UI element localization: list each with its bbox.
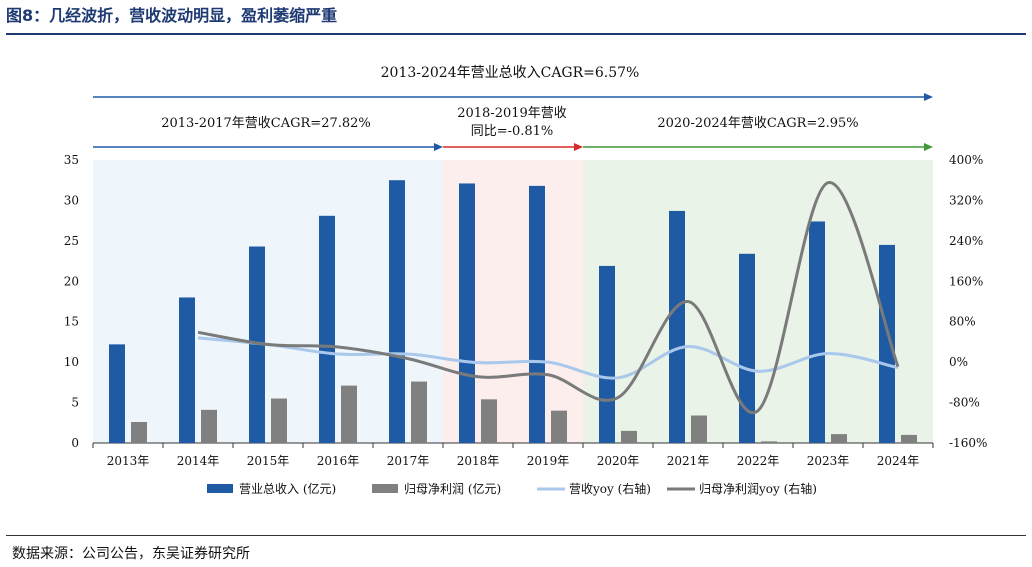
bars	[109, 180, 917, 444]
profit-bar	[691, 415, 707, 443]
x-tick-label: 2016年	[317, 454, 360, 468]
revenue-bar	[459, 183, 475, 443]
y-left-tick-label: 20	[64, 274, 79, 288]
x-tick-label: 2020年	[597, 454, 640, 468]
y-left-tick-label: 30	[64, 193, 79, 207]
legend-revenue-yoy-label: 营收yoy (右轴)	[569, 481, 651, 496]
y-left-tick-label: 0	[71, 436, 79, 450]
arrow-phase1-head	[434, 143, 443, 151]
annotation-phase2-line2: 同比=-0.81%	[471, 124, 554, 139]
profit-bar	[481, 399, 497, 443]
profit-bar	[901, 434, 917, 443]
phase-arrows	[93, 93, 933, 151]
arrow-phase2-head	[574, 143, 583, 151]
y-right-tick-label: 240%	[949, 234, 983, 248]
x-tick-label: 2018年	[457, 454, 500, 468]
profit-bar	[271, 398, 287, 443]
revenue-bar	[109, 344, 125, 443]
annotation-phase2-line1: 2018-2019年营收	[457, 106, 567, 121]
annotation-phase3-cagr: 2020-2024年营收CAGR=2.95%	[657, 116, 858, 131]
revenue-bar	[669, 210, 685, 443]
revenue-bar	[739, 253, 755, 443]
revenue-bar	[319, 215, 335, 443]
phase-bands	[93, 160, 933, 443]
y-left-tick-label: 25	[64, 234, 79, 248]
source-note: 数据来源：公司公告，东吴证券研究所	[12, 546, 250, 562]
revenue-bar	[599, 265, 615, 443]
y-left-tick-label: 10	[64, 355, 79, 369]
profit-bar	[201, 409, 217, 443]
y-right-tick-label: 320%	[949, 193, 983, 207]
y-right-tick-label: -80%	[949, 396, 980, 410]
y-right-tick-label: 0%	[949, 355, 968, 369]
x-tick-label: 2013年	[107, 454, 150, 468]
y-right-tick-label: -160%	[949, 436, 987, 450]
legend-revenue-swatch	[207, 484, 233, 493]
legend: 营业总收入 (亿元) 归母净利润 (亿元) 营收yoy (右轴) 归母净利润yoy (…	[207, 481, 817, 496]
y-left-tick-label: 35	[64, 153, 79, 167]
x-tick-label: 2017年	[387, 454, 430, 468]
legend-revenue-label: 营业总收入 (亿元)	[239, 481, 336, 496]
profit-bar	[341, 385, 357, 443]
profit-bar	[131, 421, 147, 443]
x-tick-label: 2024年	[877, 454, 920, 468]
profit-bar	[831, 434, 847, 443]
profit-bar	[761, 441, 777, 443]
profit-yoy-line	[197, 181, 900, 415]
x-tick-label: 2022年	[737, 454, 780, 468]
arrow-total-head	[924, 93, 933, 101]
revenue-bar	[179, 297, 195, 443]
x-tick-label: 2019年	[527, 454, 570, 468]
axes: 2013年 2014年 2015年 2016年 2017年 2018年 2019年 2020年…	[64, 153, 988, 468]
revenue-bar	[529, 185, 545, 444]
profit-bar	[551, 410, 567, 443]
annotation-phase1-cagr: 2013-2017年营收CAGR=27.82%	[161, 116, 371, 131]
y-right-tick-label: 160%	[949, 274, 983, 288]
revenue-bar	[879, 244, 895, 443]
x-tick-label: 2015年	[247, 454, 290, 468]
title-rule	[6, 33, 1026, 35]
phase-band-3	[583, 160, 933, 443]
legend-profit-yoy-label: 归母净利润yoy (右轴)	[699, 481, 817, 496]
y-right-tick-label: 400%	[949, 153, 983, 167]
x-tick-label: 2021年	[667, 454, 710, 468]
y-left-tick-label: 15	[64, 315, 79, 329]
y-right-tick-label: 80%	[949, 315, 976, 329]
arrow-phase3-head	[924, 143, 933, 151]
profit-bar	[621, 430, 637, 443]
lines	[197, 181, 900, 415]
y-left-tick-label: 5	[71, 396, 79, 410]
legend-profit-label: 归母净利润 (亿元)	[404, 481, 501, 496]
annotation-total-cagr: 2013-2024年营业总收入CAGR=6.57%	[381, 65, 640, 81]
figure-title: 图8：几经波折，营收波动明显，盈利萎缩严重	[6, 6, 338, 25]
source-rule	[6, 535, 1026, 536]
revenue-bar	[389, 180, 405, 443]
legend-profit-swatch	[372, 484, 398, 493]
revenue-bar	[809, 221, 825, 443]
revenue-yoy-line	[197, 336, 899, 380]
phase-band-1	[93, 160, 443, 443]
x-tick-label: 2023年	[807, 454, 850, 468]
x-tick-label: 2014年	[177, 454, 220, 468]
profit-bar	[411, 381, 427, 443]
